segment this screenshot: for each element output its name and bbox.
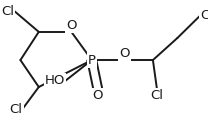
Text: O: O xyxy=(119,47,130,60)
Text: HO: HO xyxy=(45,74,65,87)
Text: Cl: Cl xyxy=(200,10,208,22)
Text: Cl: Cl xyxy=(10,102,22,116)
Text: Cl: Cl xyxy=(151,90,163,102)
Text: O: O xyxy=(66,19,77,32)
Text: P: P xyxy=(88,54,96,66)
Text: O: O xyxy=(93,90,103,102)
Text: Cl: Cl xyxy=(1,4,14,18)
